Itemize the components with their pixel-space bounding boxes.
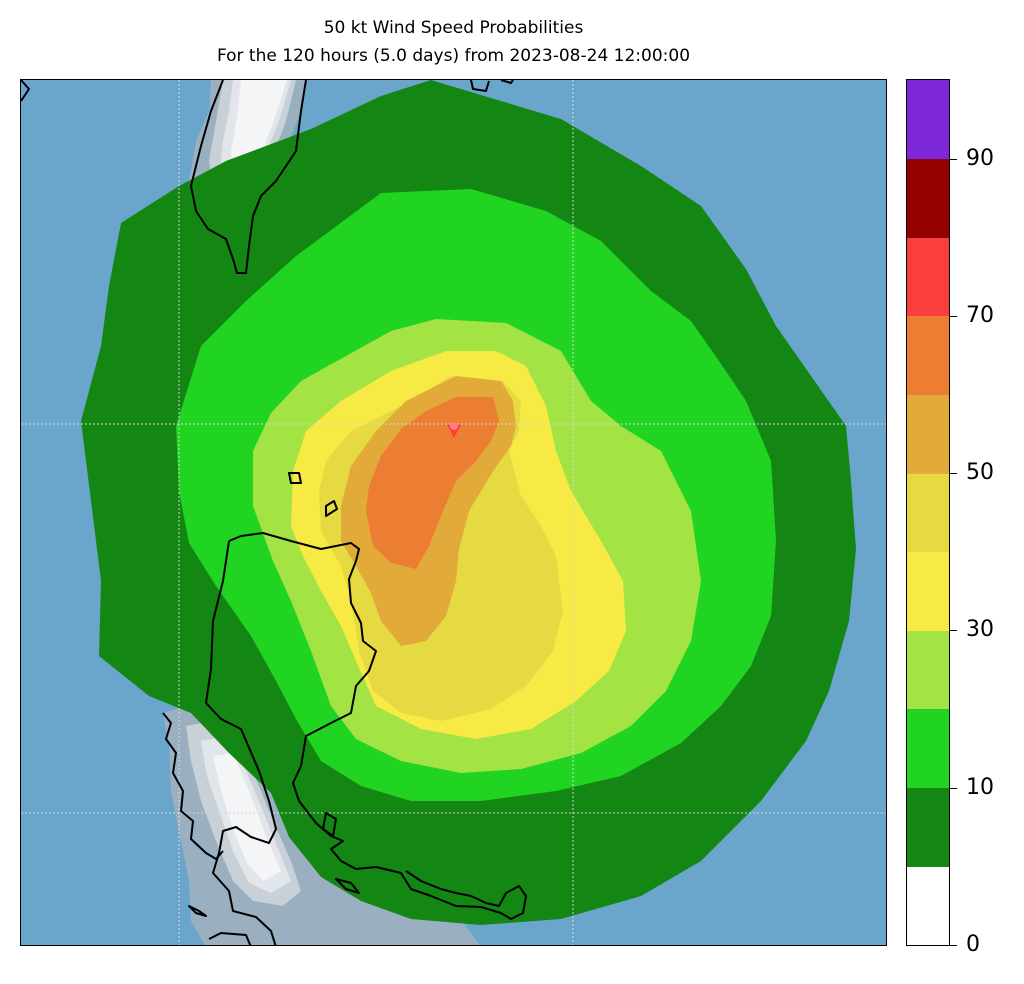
chart-title: 50 kt Wind Speed Probabilities (323, 18, 584, 38)
colorbar-tick-label: 0 (966, 932, 980, 957)
colorbar-segment (907, 709, 949, 788)
colorbar-tick-mark (950, 788, 957, 789)
coastlines (21, 80, 527, 945)
colorbar (906, 79, 950, 946)
colorbar-tick-label: 30 (966, 617, 994, 642)
colorbar-tick-label: 90 (966, 146, 994, 171)
storm-center-marker (447, 422, 461, 439)
colorbar-segment (907, 395, 949, 474)
colorbar-segment (907, 316, 949, 395)
colorbar-segment (907, 630, 949, 709)
colorbar-tick-label: 50 (966, 460, 994, 485)
colorbar-tick-mark (950, 473, 957, 474)
colorbar-tick-mark (950, 159, 957, 160)
colorbar-segment (907, 788, 949, 867)
colorbar-tick-mark (950, 316, 957, 317)
probability-map (20, 79, 887, 946)
colorbar-segment (907, 80, 949, 159)
colorbar-segment (907, 866, 949, 945)
colorbar-tick-mark (950, 945, 957, 946)
colorbar-segment (907, 237, 949, 316)
contour-60-70 (366, 397, 499, 569)
colorbar-segment (907, 159, 949, 238)
colorbar-segment (907, 473, 949, 552)
chart-subtitle: For the 120 hours (5.0 days) from 2023-0… (216, 46, 691, 66)
colorbar-tick-label: 10 (966, 775, 994, 800)
colorbar-tick-mark (950, 630, 957, 631)
colorbar-segment (907, 552, 949, 631)
colorbar-tick-label: 70 (966, 303, 994, 328)
